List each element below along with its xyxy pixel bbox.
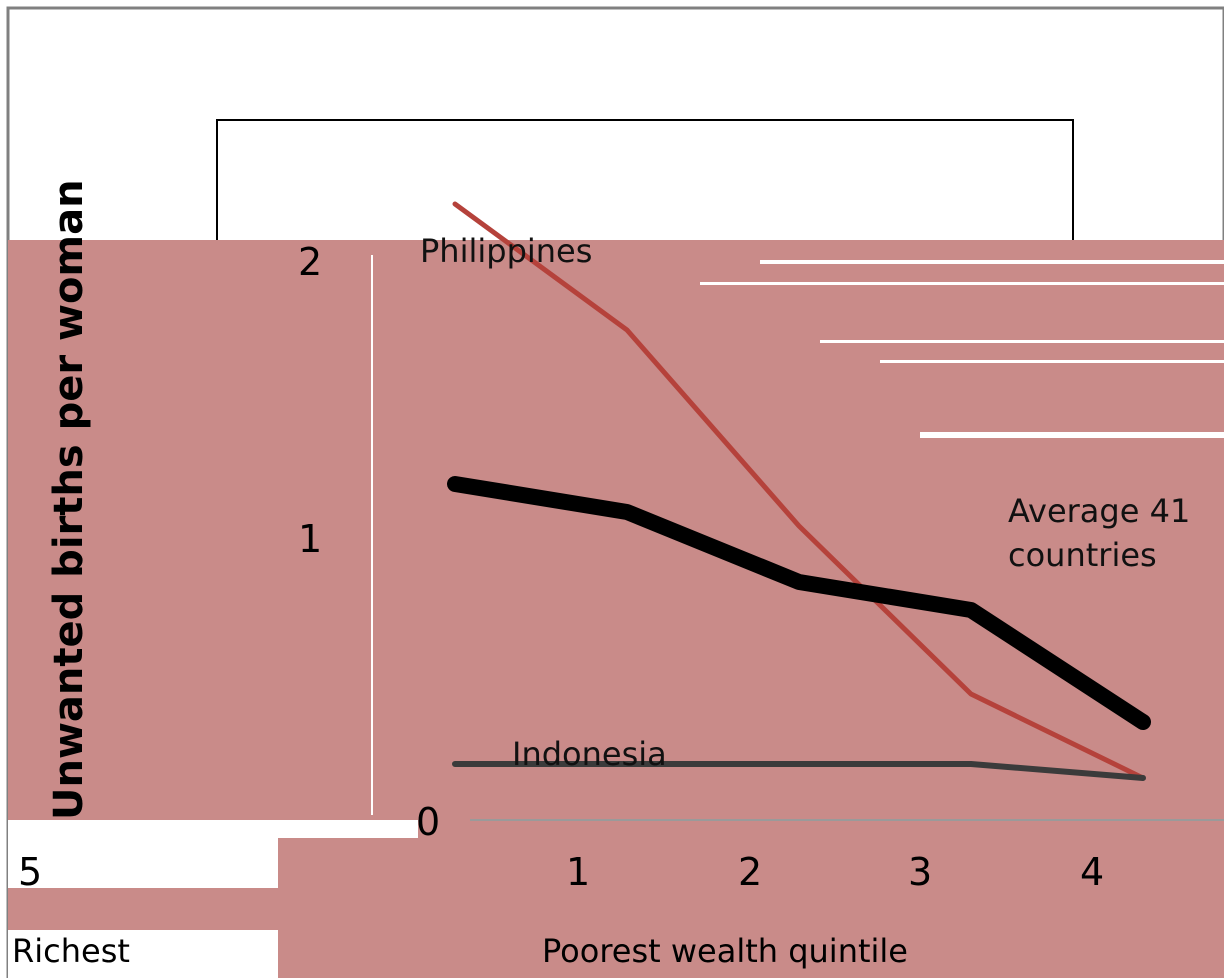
x-tick-label-5: 5 [18, 850, 42, 894]
series-label-average: Average 41 countries [1008, 492, 1200, 574]
x-tick-label-4: 4 [1080, 850, 1104, 894]
y-tick-label-2: 2 [298, 240, 322, 284]
x-extreme-label-right: Richest [12, 932, 130, 970]
series-label-philippines: Philippines [420, 232, 592, 270]
y-tick-label-0: 0 [416, 800, 440, 844]
y-axis-title: Unwanted births per woman [46, 179, 92, 820]
y-tick-label-1: 1 [298, 517, 322, 561]
series-group [447, 201, 1151, 781]
x-axis-title: Poorest wealth quintile [542, 932, 908, 970]
series-label-indonesia: Indonesia [512, 735, 667, 773]
overlay-stripes [8, 260, 1224, 978]
series-line-1 [447, 476, 1151, 730]
series-line-2 [452, 761, 1146, 781]
x-tick-label-3: 3 [908, 850, 932, 894]
series-line-0 [452, 201, 1146, 781]
x-tick-label-2: 2 [738, 850, 762, 894]
x-tick-label-1: 1 [566, 850, 590, 894]
